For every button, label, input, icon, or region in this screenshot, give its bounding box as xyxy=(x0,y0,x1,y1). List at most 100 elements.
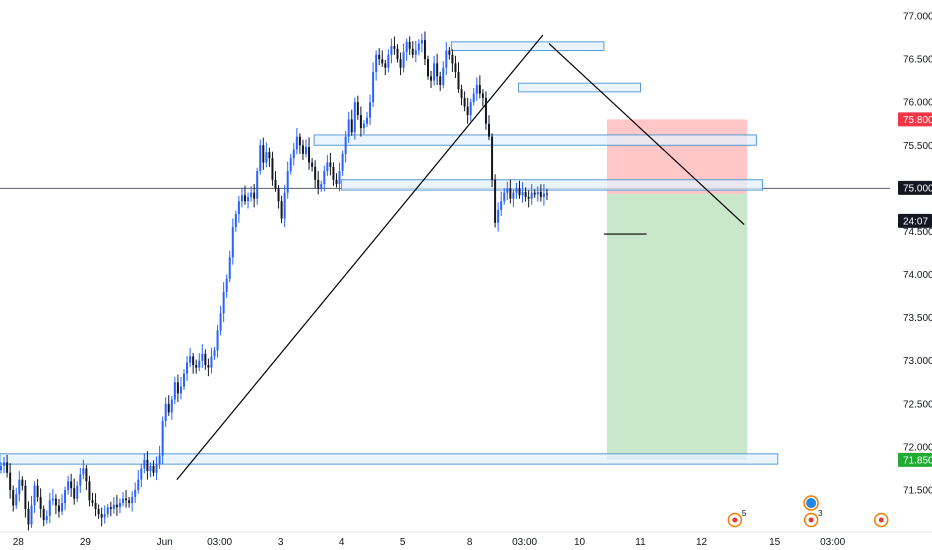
candle-body xyxy=(39,496,42,509)
candle-body xyxy=(314,166,317,180)
candle-body xyxy=(454,63,457,73)
candle-body xyxy=(88,481,91,501)
candle-body xyxy=(91,500,94,503)
countdown-badge: 24:07 xyxy=(903,216,928,227)
candle-body xyxy=(85,468,88,482)
time-axis[interactable]: 28 29 Jun 03:00 3 4 5 8 03:00 10 11 12 15 03:00 xyxy=(0,531,932,548)
candle-body xyxy=(402,52,405,68)
candle-body xyxy=(161,421,164,456)
candle-body xyxy=(414,50,417,55)
candle-body xyxy=(466,106,469,116)
candle-body xyxy=(308,146,311,163)
candle-body xyxy=(405,41,408,53)
candle-body xyxy=(195,365,198,368)
candle-body xyxy=(460,89,463,98)
candle-body xyxy=(332,166,335,180)
candle-body xyxy=(100,514,103,518)
last-price-badge: 74.936 xyxy=(903,201,932,212)
candle-body xyxy=(378,54,381,60)
candle-body xyxy=(366,117,368,124)
candle-body xyxy=(430,76,433,81)
candle-body xyxy=(524,191,527,197)
candle-body xyxy=(274,179,277,189)
event-count-label: 5 xyxy=(742,509,747,518)
candle-body xyxy=(341,153,344,172)
time-tick-label: 11 xyxy=(635,537,646,548)
candle-body xyxy=(128,500,131,503)
candle-body xyxy=(167,403,170,413)
candle-body xyxy=(442,67,445,85)
candle-body xyxy=(12,490,15,506)
candle-body xyxy=(515,188,518,193)
candle-body xyxy=(295,136,298,150)
time-tick-label: 28 xyxy=(13,537,25,548)
candle-body xyxy=(372,72,375,103)
candle-body xyxy=(170,399,173,413)
candle-body xyxy=(112,504,115,509)
candle-body xyxy=(24,485,27,509)
candle-body xyxy=(277,188,280,202)
candle-body xyxy=(481,93,484,98)
event-dot-icon xyxy=(878,517,884,523)
sr-zone[interactable] xyxy=(341,179,763,191)
candle-body xyxy=(228,257,231,279)
candle-body xyxy=(33,485,36,506)
candle-body xyxy=(15,494,18,506)
candle-body xyxy=(234,214,237,228)
candle-body xyxy=(125,498,128,501)
candle-body xyxy=(271,158,274,180)
candle-body xyxy=(42,508,45,521)
price-tick-label: 72.000 xyxy=(903,442,932,453)
candle-body xyxy=(536,191,539,195)
candle-body xyxy=(155,464,158,473)
candle-body xyxy=(21,479,24,486)
candle-body xyxy=(484,97,487,124)
candle-body xyxy=(362,123,365,129)
trendline[interactable] xyxy=(176,34,544,481)
plot-area[interactable] xyxy=(0,31,890,531)
candle-body xyxy=(289,158,292,172)
price-axis[interactable]: 77.000 76.500 76.000 75.500 75.000 74.500 74.0… xyxy=(890,0,932,550)
candle-body xyxy=(115,504,118,508)
candle-body xyxy=(390,46,393,55)
candle-body xyxy=(134,490,137,497)
candle-body xyxy=(204,353,207,366)
candle-body xyxy=(451,54,454,64)
candle-body xyxy=(118,502,121,508)
candle-body xyxy=(82,468,85,475)
candle-body xyxy=(179,386,182,394)
level-price-badge-bg xyxy=(898,180,932,195)
candle-body xyxy=(539,191,542,197)
candle-body xyxy=(387,54,390,68)
candle-body xyxy=(237,201,240,215)
level-price-badge: 75.000 xyxy=(903,183,932,194)
candle-body xyxy=(51,498,54,501)
candle-body xyxy=(433,63,436,81)
candle-body xyxy=(463,97,466,107)
candle-body xyxy=(521,191,524,196)
candle-body xyxy=(268,152,271,159)
sr-zone[interactable] xyxy=(518,82,641,93)
candle-body xyxy=(250,192,253,197)
candle-body xyxy=(158,455,161,465)
sr-zone[interactable] xyxy=(0,453,779,465)
sr-zone[interactable] xyxy=(313,134,757,146)
candle-body xyxy=(225,278,228,292)
time-tick-label: 3 xyxy=(278,537,284,548)
candle-body xyxy=(97,508,100,515)
candle-body xyxy=(494,179,497,223)
sr-zone[interactable] xyxy=(450,41,605,51)
trendline[interactable] xyxy=(548,43,745,225)
candle-body xyxy=(329,162,332,167)
stop-price-badge: 75.800 xyxy=(903,115,932,126)
candle-body xyxy=(27,508,30,525)
take-profit-zone[interactable] xyxy=(606,193,748,460)
candle-body xyxy=(423,40,426,60)
candle-body xyxy=(201,353,204,361)
price-tick-label: 74.000 xyxy=(903,270,932,281)
candle-body xyxy=(475,84,478,94)
candle-body xyxy=(176,382,179,394)
candle-body xyxy=(436,63,439,77)
